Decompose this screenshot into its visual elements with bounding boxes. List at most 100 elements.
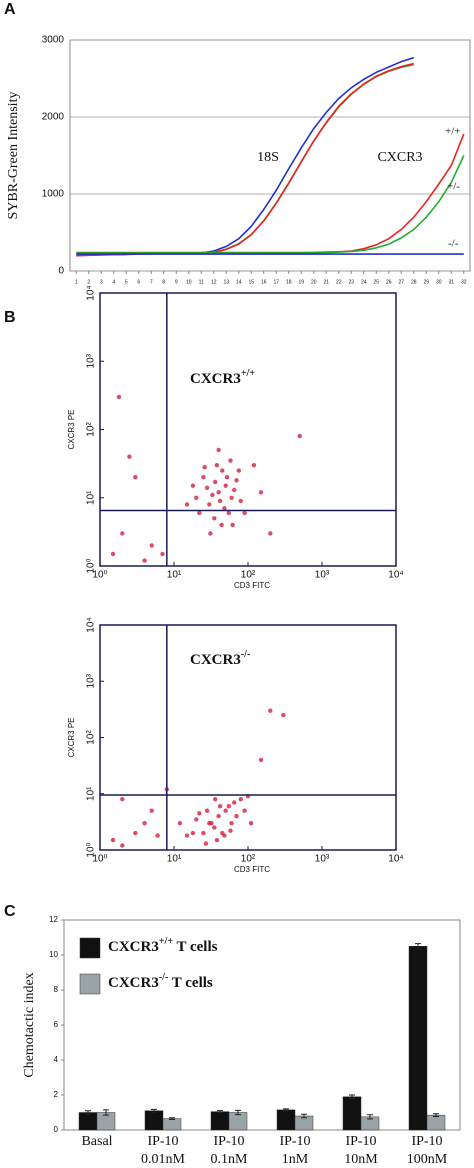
event-dot — [142, 558, 147, 563]
legend-swatch — [79, 937, 101, 959]
event-dot — [217, 804, 223, 809]
legend-text-part: +/+ — [159, 936, 173, 947]
x-tick-label: 4 — [112, 279, 115, 285]
annotation: +/- — [447, 181, 460, 193]
y-axis-label: CXCR3 PE — [67, 409, 76, 449]
y-tick-label: 10¹ — [86, 786, 97, 801]
event-dot — [236, 468, 241, 473]
x-tick-label: 11 — [199, 279, 204, 285]
bar — [276, 1109, 296, 1131]
panel-label: B — [4, 309, 16, 326]
error-bar — [103, 1109, 109, 1116]
y-tick-label: 0 — [58, 266, 64, 277]
event-dot — [201, 475, 206, 480]
y-tick-label: 0 — [54, 1125, 59, 1134]
event-dot — [228, 458, 233, 463]
event-dot — [216, 813, 221, 819]
bar — [210, 1111, 230, 1131]
event-dot — [242, 808, 247, 813]
event-dot — [190, 483, 196, 488]
y-tick-label: 10⁰ — [86, 558, 97, 573]
y-tick-label: 2000 — [42, 112, 65, 123]
event-dot — [197, 811, 202, 816]
error-bar — [283, 1108, 289, 1112]
x-tick-label: 10 — [186, 279, 192, 285]
x-tick-label: 28 — [411, 279, 417, 285]
event-dot — [177, 821, 183, 826]
bar — [408, 946, 428, 1131]
x-tick-label: 9 — [175, 279, 178, 285]
x-tick-label: Basal — [81, 1134, 112, 1149]
x-tick-label: 19 — [298, 279, 304, 285]
x-tick-label: 16 — [261, 279, 267, 285]
event-dot — [204, 485, 210, 490]
event-dot — [155, 833, 160, 838]
legend-text-part: CXCR3 — [108, 975, 159, 991]
panel-label: A — [4, 1, 16, 18]
event-dot — [116, 394, 122, 400]
event-dot — [216, 490, 221, 495]
x-tick-label: IP-10 — [411, 1134, 442, 1149]
bar — [162, 1118, 182, 1131]
error-bar — [433, 1113, 439, 1118]
event-dot — [214, 837, 220, 843]
event-dot — [207, 502, 212, 507]
event-dot — [234, 478, 239, 483]
error-bar — [235, 1109, 241, 1116]
event-dot — [232, 800, 237, 805]
y-axis-label: Chemotactic index — [22, 972, 37, 1077]
event-dot — [184, 502, 190, 507]
x-tick-label: 10¹ — [167, 570, 182, 581]
annotation: CXCR3 — [377, 150, 422, 165]
event-dot — [226, 804, 231, 809]
event-dot — [149, 808, 154, 813]
y-axis-label: CXCR3 PE — [67, 717, 76, 757]
x-tick-label: 10⁴ — [388, 570, 403, 581]
event-dot — [258, 757, 264, 763]
bar — [78, 1112, 98, 1131]
event-dot — [133, 475, 138, 480]
event-dot — [297, 433, 302, 439]
y-tick-label: 10² — [86, 730, 97, 745]
x-tick-label: 1 — [75, 279, 78, 285]
event-dot — [209, 821, 214, 826]
event-dot — [120, 843, 125, 848]
x-tick-label: 10⁰ — [92, 570, 107, 581]
y-tick-label: 10³ — [86, 673, 97, 688]
error-bar — [169, 1117, 175, 1120]
event-dot — [194, 495, 199, 500]
event-dot — [212, 825, 217, 830]
x-tick-label: 26 — [386, 279, 392, 285]
x-tick-label: 17 — [273, 279, 279, 285]
event-dot — [251, 463, 257, 468]
event-dot — [230, 522, 235, 528]
x-tick-label: 10³ — [315, 570, 330, 581]
event-dot — [223, 808, 228, 813]
event-dot — [258, 490, 264, 495]
event-dot — [268, 531, 273, 536]
event-dot — [226, 510, 231, 516]
event-dot — [208, 531, 213, 536]
x-tick-label: 10² — [241, 854, 256, 865]
event-dot — [194, 817, 199, 822]
y-tick-label: 8 — [54, 985, 59, 994]
x-tick-label: 21 — [323, 279, 329, 285]
x-tick-label: 3 — [100, 279, 103, 285]
x-tick-label: 30 — [436, 279, 442, 285]
x-tick-label: 6 — [137, 279, 140, 285]
x-tick-label: 20 — [311, 279, 317, 285]
event-dot — [203, 841, 209, 846]
event-dot — [219, 522, 224, 528]
event-dot — [229, 821, 234, 826]
y-tick-label: 6 — [54, 1020, 59, 1029]
legend-text-part: CXCR3 — [108, 939, 159, 955]
x-tick-label: 10¹ — [167, 854, 182, 865]
x-tick-label: 10nM — [344, 1152, 378, 1167]
x-axis-label: CD3 FITC — [234, 865, 270, 874]
title-main: CXCR3 — [190, 371, 241, 387]
event-dot — [213, 479, 218, 485]
x-tick-label: 10⁰ — [92, 854, 107, 865]
data-line — [76, 155, 465, 254]
event-dot — [127, 454, 132, 459]
